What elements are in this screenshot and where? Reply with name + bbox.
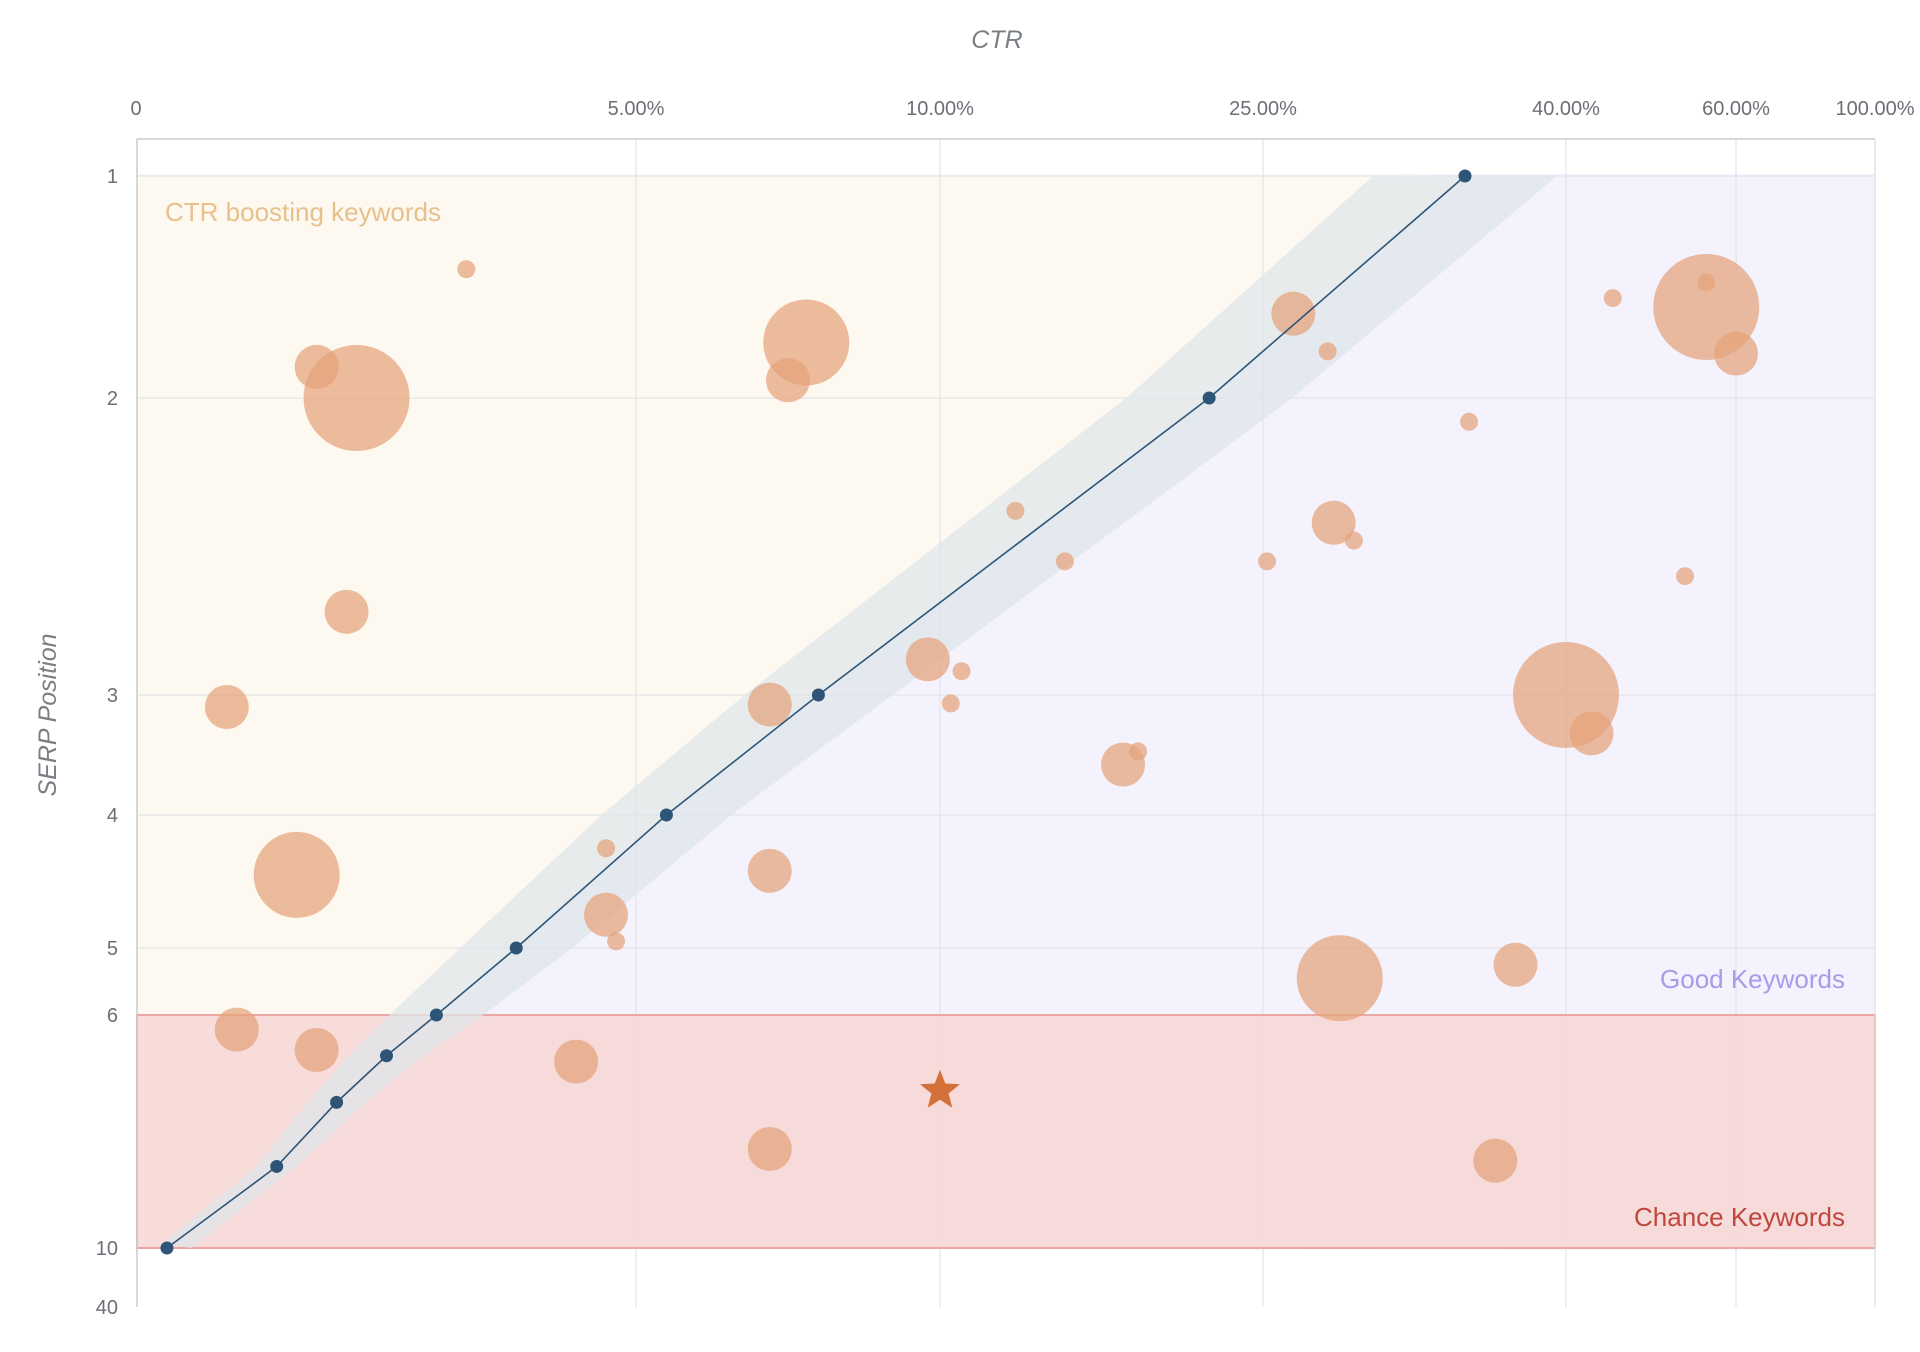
bubble-point[interactable] [747,848,792,893]
bubble-point[interactable] [1473,1138,1518,1183]
trend-point[interactable] [1202,391,1216,405]
bubble-point[interactable] [1569,711,1614,756]
bubble-series [204,253,1760,1183]
x-tick-label: 60.00% [1702,98,1770,120]
x-tick-label: 0 [130,98,141,120]
chance-keywords-label: Chance Keywords [1634,1202,1845,1232]
x-tick-label: 5.00% [608,98,665,120]
trend-point[interactable] [270,1159,284,1173]
bubble-point[interactable] [1318,342,1337,361]
y-tick-label: 40 [96,1297,118,1319]
y-tick-label: 3 [107,685,118,707]
y-tick-label: 10 [96,1238,118,1260]
bubble-point[interactable] [584,892,629,937]
bubble-point[interactable] [1129,742,1148,761]
x-tick-label: 25.00% [1229,98,1297,120]
bubble-point[interactable] [941,694,960,713]
bubble-point[interactable] [747,682,792,727]
good-keywords-zone [166,174,1875,1250]
bubble-point[interactable] [1676,567,1694,586]
y-axis-ticks: 1 2 3 4 5 6 10 40 [96,166,118,1319]
y-tick-label: 4 [107,805,118,827]
bubble-point[interactable] [1271,291,1316,336]
trend-point[interactable] [429,1008,443,1022]
trend-point[interactable] [380,1049,393,1063]
bubble-point[interactable] [294,1027,339,1072]
x-tick-label: 10.00% [906,98,974,120]
bubble-point[interactable] [597,839,616,858]
x-axis-title: CTR [971,26,1022,54]
x-tick-label: 40.00% [1532,98,1600,120]
x-tick-label: 100.00% [1836,98,1915,120]
bubble-point[interactable] [204,685,249,729]
bubble-point[interactable] [1055,552,1074,571]
bubble-point[interactable] [747,1126,792,1171]
trend-point[interactable] [811,688,825,702]
y-tick-label: 6 [107,1005,118,1027]
plot-frame [136,138,1876,1307]
y-axis-title: SERP Position [34,633,62,796]
highlight-star-marker[interactable] [920,1069,960,1108]
trend-points [160,169,1472,1255]
trend-point[interactable] [659,808,673,822]
bubble-point[interactable] [1697,273,1716,292]
trend-point[interactable] [1458,169,1472,183]
bubble-point[interactable] [1603,289,1622,308]
bubble-point[interactable] [905,637,950,682]
bubble-point[interactable] [1006,501,1025,520]
bubble-point[interactable] [554,1039,599,1084]
bubble-point[interactable] [952,662,971,681]
bubble-point[interactable] [214,1007,259,1052]
x-axis-ticks: 0 5.00% 10.00% 25.00% 40.00% 60.00% 100.00% [130,98,1914,120]
y-tick-label: 1 [107,166,118,188]
ctr-boosting-label: CTR boosting keywords [165,197,441,227]
bubble-point[interactable] [1714,331,1758,376]
trend-point[interactable] [509,941,523,955]
bubble-point[interactable] [607,932,626,951]
y-tick-label: 5 [107,938,118,960]
bubble-point[interactable] [766,358,810,403]
trend-line [166,175,1466,1249]
bubble-point[interactable] [1493,942,1538,987]
bubble-point[interactable] [253,831,340,918]
trend-point[interactable] [160,1241,174,1255]
bubble-point[interactable] [1460,412,1479,431]
good-keywords-label: Good Keywords [1660,964,1845,994]
bubble-point[interactable] [324,589,369,634]
trend-point[interactable] [330,1095,344,1109]
bubble-point[interactable] [1311,500,1356,545]
bubble-point[interactable] [457,260,476,279]
bubble-point[interactable] [1344,531,1363,550]
trend-confidence-band [161,176,1558,1248]
bubble-point[interactable] [1258,552,1277,571]
y-tick-label: 2 [107,388,118,410]
bubble-point[interactable] [1296,935,1383,1022]
bubble-point[interactable] [303,345,410,451]
